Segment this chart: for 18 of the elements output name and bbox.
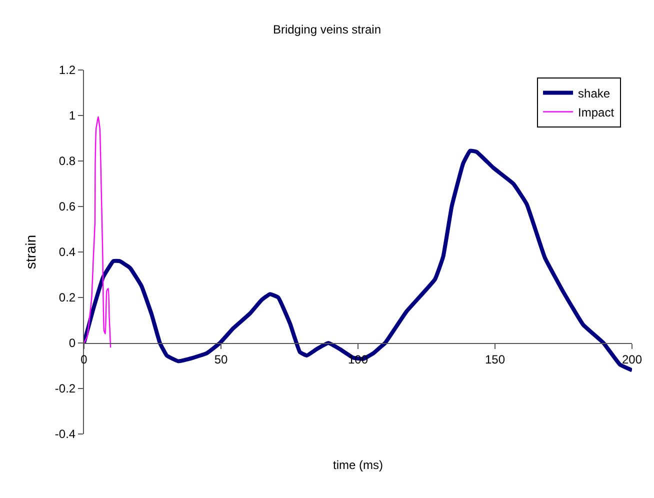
y-tick-label: 0.2 [58, 290, 76, 305]
y-tick-label: 1.2 [58, 63, 76, 78]
y-tick-label: 0.6 [58, 200, 76, 214]
x-axis-title: time (ms) [333, 458, 383, 472]
y-tick-label: 0.4 [58, 245, 76, 260]
chart-title: Bridging veins strain [272, 22, 382, 36]
x-tick-label: 200 [622, 352, 642, 366]
y-tick-label: 0.8 [58, 154, 76, 168]
y-tick-label: 1 [68, 108, 76, 123]
legend-label: Impact [578, 105, 615, 120]
y-axis-title: strain [22, 234, 39, 270]
x-tick-label: 150 [484, 352, 506, 366]
y-tick-label: -0.2 [54, 382, 76, 396]
y-tick-label: 0 [68, 336, 76, 350]
line-series [84, 116, 112, 348]
y-tick-label: -0.4 [54, 427, 76, 442]
legend-label: shake [578, 86, 610, 100]
x-tick-label: 50 [214, 352, 228, 366]
